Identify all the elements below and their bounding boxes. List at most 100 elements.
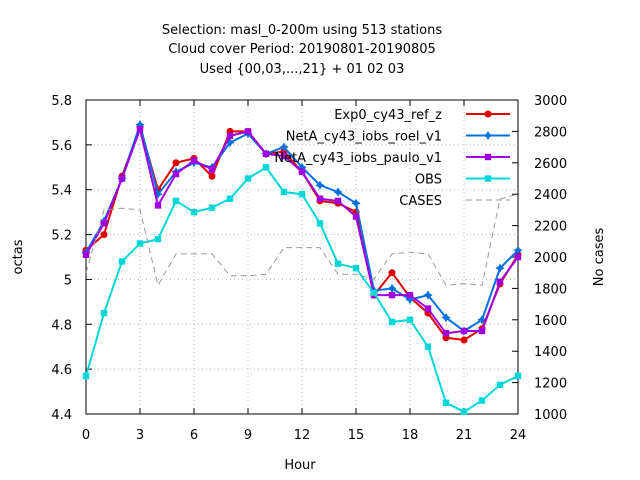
y2-tick-label: 1800 [534, 282, 567, 297]
series-point [208, 166, 216, 173]
series-point [442, 330, 450, 337]
x-tick-label: 9 [244, 428, 252, 443]
chart-title-line: Cloud cover Period: 20190801-20190805 [168, 42, 436, 57]
series-point [388, 318, 396, 326]
series-point [388, 291, 396, 299]
series-point [370, 289, 378, 297]
series-point [478, 397, 486, 404]
series-point [172, 159, 180, 167]
series-point [172, 170, 180, 178]
series-point [136, 125, 144, 133]
series-point [442, 399, 450, 406]
series-point [82, 251, 90, 258]
legend-label: NetA_cy43_iobs_paulo_v1 [274, 151, 442, 166]
y-tick-label: 5.6 [51, 139, 72, 154]
x-tick-label: 24 [510, 428, 527, 443]
legend-label: NetA_cy43_iobs_roel_v1 [286, 130, 442, 145]
series-point [262, 150, 270, 158]
series-point [351, 198, 361, 208]
y-tick-label: 5.2 [51, 229, 72, 244]
y2-tick-label: 1200 [534, 377, 567, 392]
x-tick-label: 12 [294, 428, 311, 443]
series-point [190, 208, 198, 216]
series-point [460, 408, 468, 415]
legend-marker [483, 130, 493, 141]
series-point [100, 309, 108, 317]
series-point [387, 283, 397, 293]
series-point [100, 220, 108, 227]
legend-label: OBS [415, 173, 442, 188]
series-point [208, 172, 216, 180]
x-tick-label: 3 [136, 428, 144, 443]
legend-marker [484, 110, 492, 118]
series-point [118, 175, 126, 182]
series-point [460, 327, 468, 335]
y2-axis-label: No cases [592, 228, 607, 287]
series-point [154, 235, 162, 243]
series-point [441, 313, 451, 323]
chart-title-line: Used {00,03,...,21} + 01 02 03 [200, 62, 405, 77]
series-point [172, 197, 180, 205]
series-point [226, 195, 234, 202]
y2-tick-label: 1600 [534, 314, 567, 329]
series-point [352, 265, 360, 272]
series-point [424, 305, 432, 312]
series-point [154, 202, 162, 209]
series-line-3 [85, 165, 519, 413]
series-point [496, 381, 504, 389]
series-point [334, 197, 342, 205]
series-point [496, 278, 504, 285]
y2-tick-label: 3000 [534, 94, 567, 109]
series-point [190, 157, 198, 164]
series-point [477, 315, 487, 325]
series-point [226, 132, 234, 140]
y-axis-label: octas [11, 239, 26, 274]
y2-tick-label: 1400 [534, 345, 567, 360]
x-axis-label: Hour [284, 458, 316, 473]
series-point [279, 142, 289, 152]
series-point [406, 316, 414, 323]
series-point [298, 191, 306, 198]
y-tick-label: 5.4 [51, 184, 72, 199]
x-tick-label: 6 [190, 428, 198, 443]
y2-tick-label: 2200 [534, 220, 567, 235]
y-tick-label: 4.6 [51, 363, 72, 378]
series-point [514, 253, 522, 261]
y-tick-label: 5 [64, 273, 72, 288]
series-point [297, 162, 307, 172]
series-point [406, 291, 414, 299]
series-point [316, 195, 324, 202]
series-point [153, 189, 163, 199]
legend-label: Exp0_cy43_ref_z [334, 108, 442, 123]
legend-marker [484, 175, 492, 182]
y2-tick-label: 1000 [534, 408, 567, 423]
y2-tick-label: 2400 [534, 188, 567, 203]
legend-marker [484, 153, 492, 161]
series-point [334, 260, 342, 267]
series-point [208, 204, 216, 211]
series-point [514, 372, 522, 380]
y2-tick-label: 2800 [534, 125, 567, 140]
series-point [82, 372, 90, 380]
series-point [478, 327, 486, 335]
legend-label: CASES [399, 194, 442, 209]
y-tick-label: 5.8 [51, 94, 72, 109]
series-point [244, 175, 252, 182]
x-tick-label: 15 [348, 428, 365, 443]
y-tick-label: 4.8 [51, 318, 72, 333]
series-point [424, 343, 432, 350]
series-point [135, 120, 145, 130]
series-point [100, 231, 108, 239]
y2-tick-label: 2600 [534, 157, 567, 172]
series-point [423, 290, 433, 300]
series-point [225, 138, 235, 148]
series-point [280, 152, 288, 160]
series-point [280, 188, 288, 196]
series-point [118, 258, 126, 265]
series-point [333, 187, 343, 197]
x-tick-label: 21 [456, 428, 473, 443]
series-line-4 [85, 193, 519, 287]
series-point [244, 128, 252, 135]
chart-title-line: Selection: masl_0-200m using 513 station… [162, 23, 442, 38]
